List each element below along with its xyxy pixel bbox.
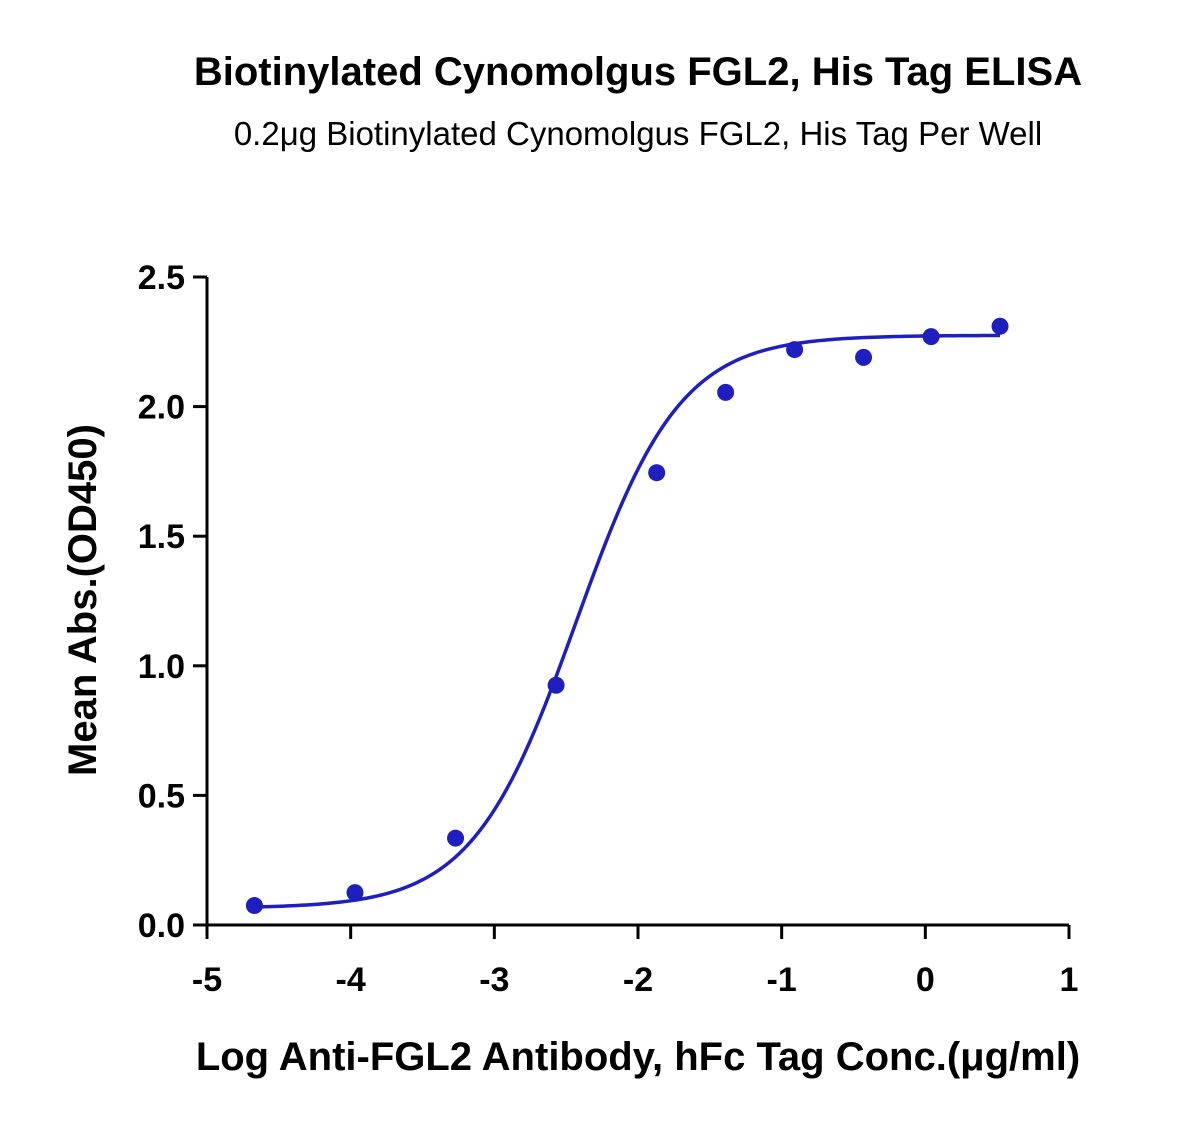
data-point [547,676,565,694]
data-point [786,341,804,359]
data-point [346,884,364,902]
x-tick-label: -1 [767,961,797,999]
y-tick-label: 0.0 [138,907,185,945]
data-point [648,464,666,482]
axes [205,277,1069,927]
fit-curve [254,333,1001,909]
y-tick-label: 0.5 [138,777,185,815]
data-point [922,328,940,346]
x-tick-label: -4 [336,961,366,999]
data-point [855,348,873,366]
y-axis-title: Mean Abs.(OD450) [61,424,105,776]
x-tick-label: -5 [192,961,222,999]
data-point [991,317,1009,335]
y-tick-label: 1.0 [138,648,185,686]
x-tick-label: 0 [916,961,935,999]
y-axis-ticks: 0.0 0.5 1.0 1.5 2.0 2.5 [138,259,207,945]
data-points [245,317,1009,915]
data-point [717,383,735,401]
data-point [447,829,465,847]
y-tick-label: 2.5 [138,259,185,297]
x-tick-label: -2 [623,961,653,999]
x-axis-title: Log Anti-FGL2 Antibody, hFc Tag Conc.(μg… [196,1035,1080,1079]
chart-subtitle: 0.2μg Biotinylated Cynomolgus FGL2, His … [233,115,1043,152]
x-axis-ticks: -5 -4 -3 -2 -1 0 1 [192,925,1079,999]
chart-title: Biotinylated Cynomolgus FGL2, His Tag EL… [193,50,1083,94]
y-tick-label: 2.0 [138,389,185,427]
data-point [245,897,263,915]
y-tick-label: 1.5 [138,518,185,556]
x-tick-label: -3 [479,961,509,999]
x-tick-label: 1 [1060,961,1079,999]
